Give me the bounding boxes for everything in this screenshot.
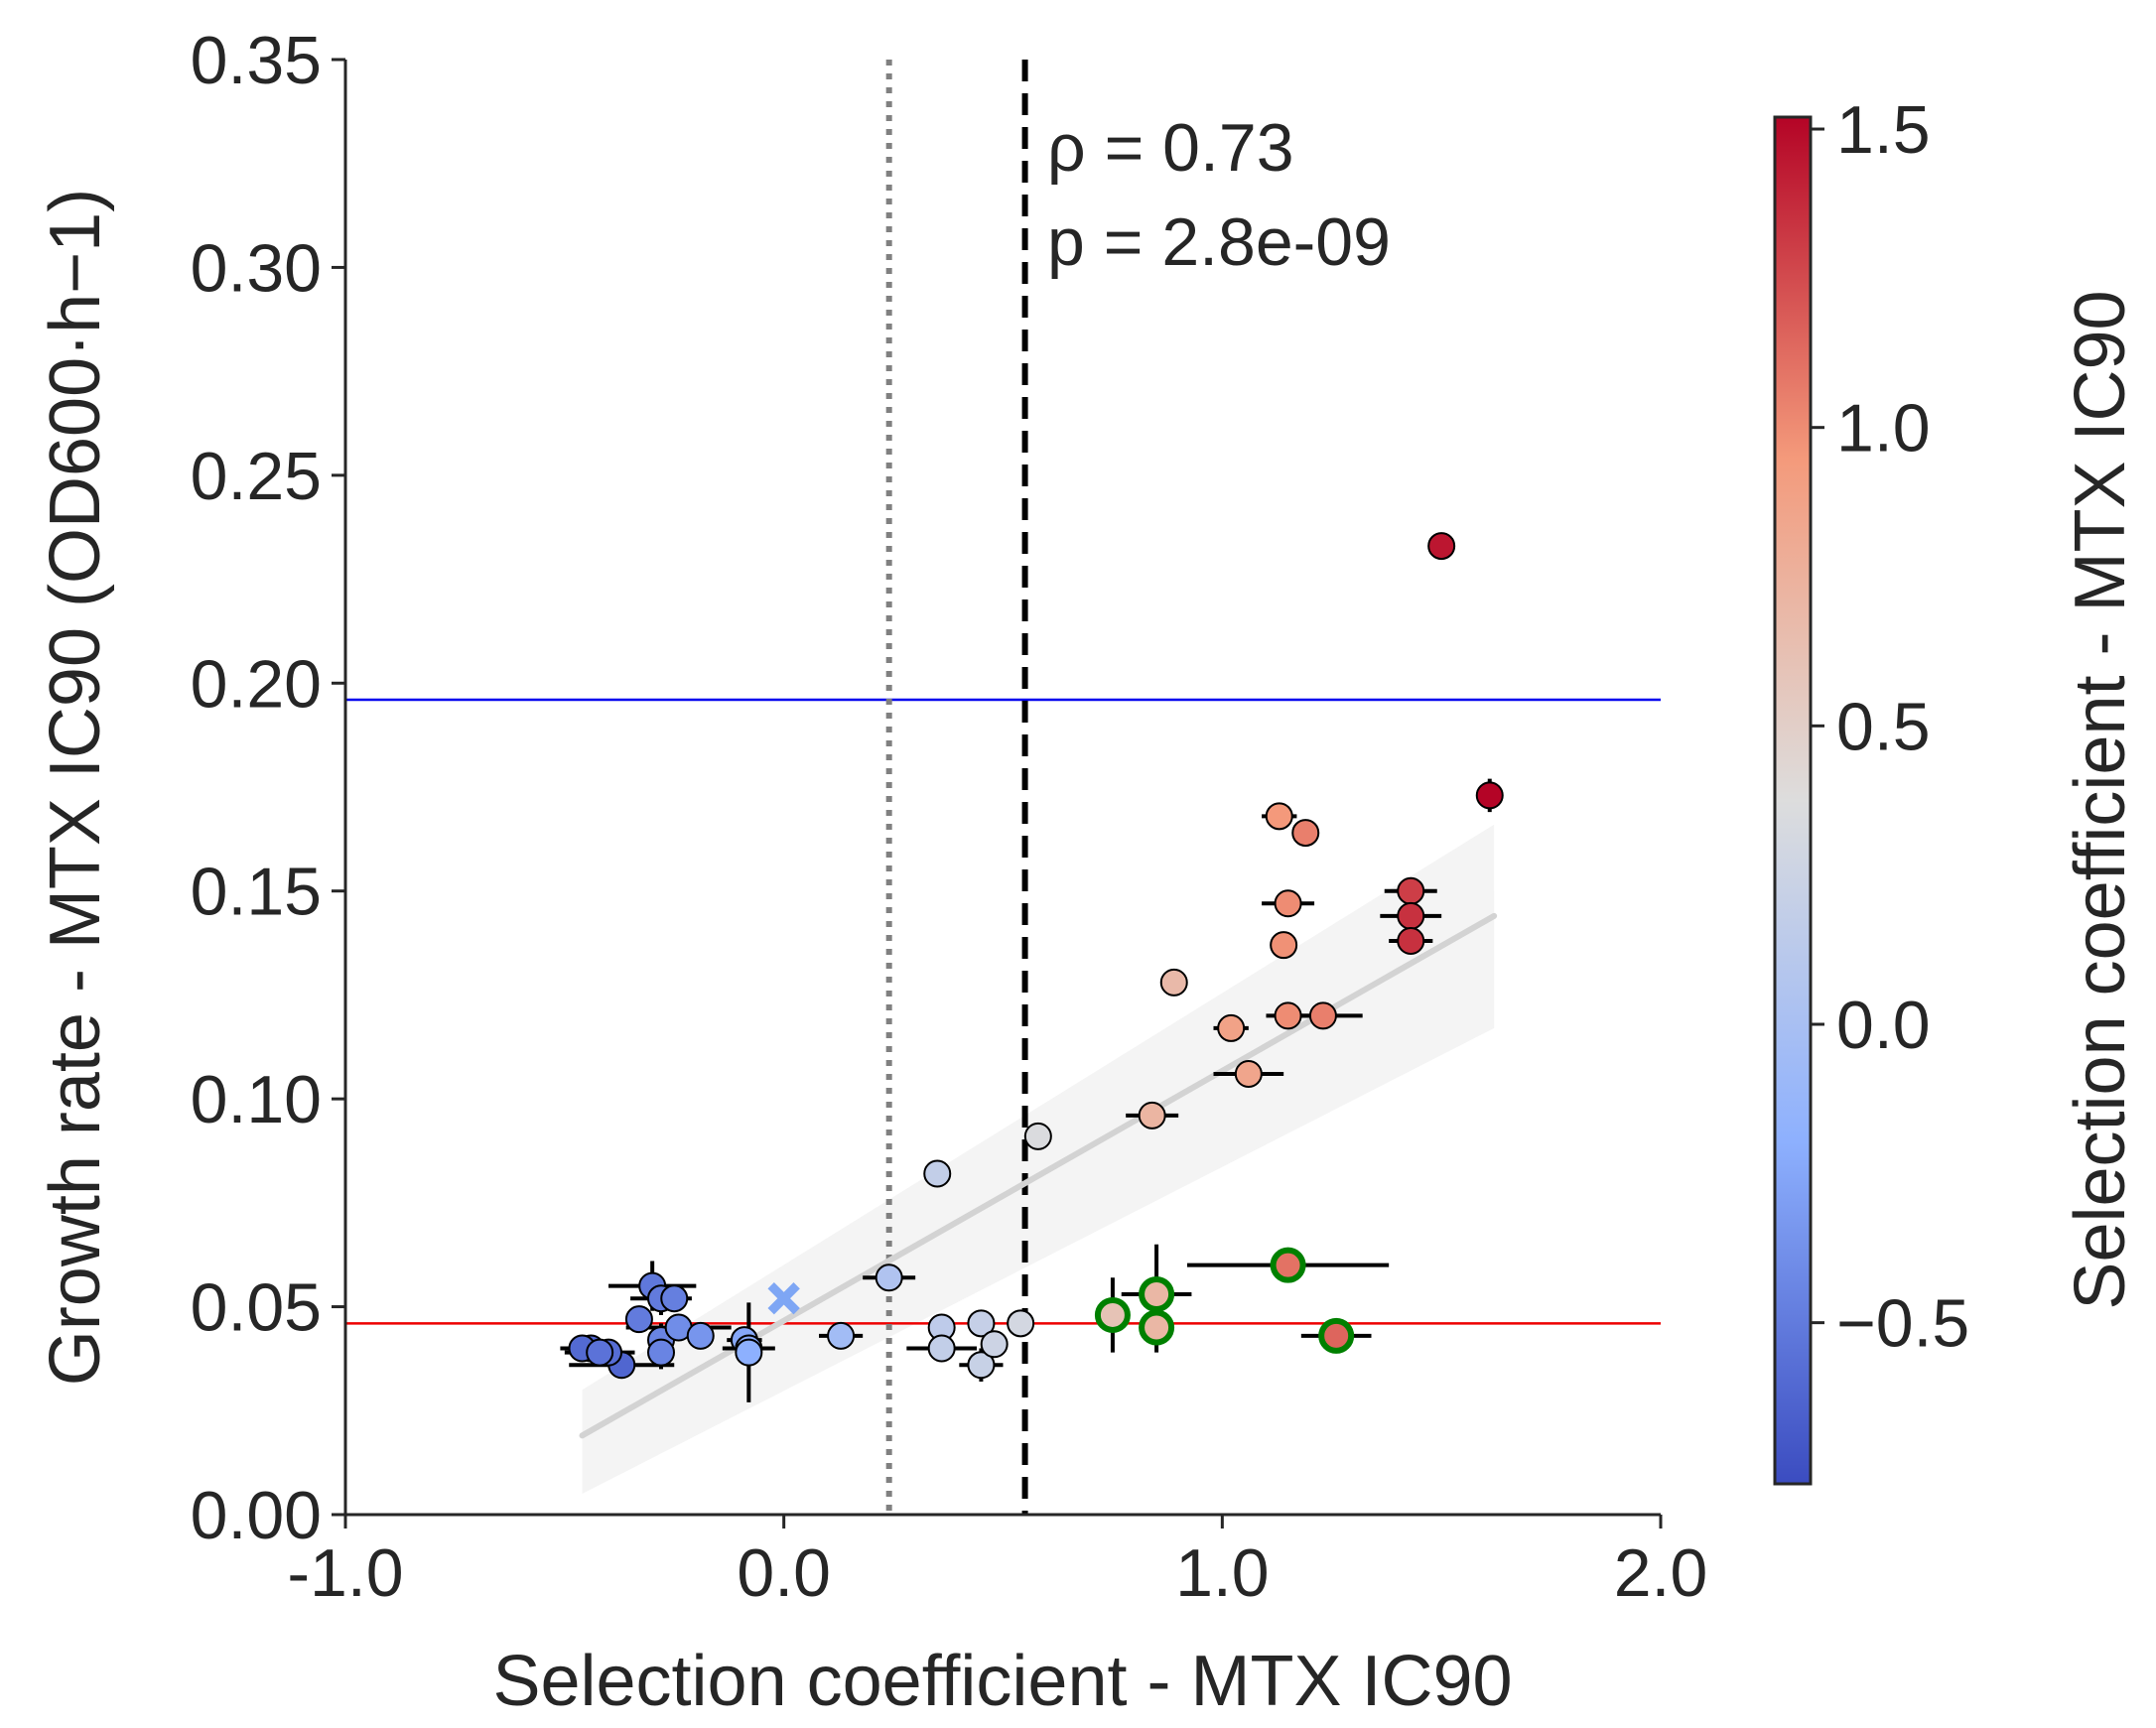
data-point — [660, 1284, 689, 1313]
data-points — [568, 532, 1504, 1380]
highlighted-data-point — [1094, 1296, 1131, 1333]
data-point — [980, 1330, 1009, 1359]
x-marker-stroke — [767, 1282, 800, 1315]
highlighted-data-point — [1318, 1317, 1355, 1354]
confidence-band — [582, 824, 1495, 1495]
reference-lines — [345, 60, 1661, 1515]
data-point — [927, 1334, 956, 1363]
data-point — [1427, 532, 1456, 561]
x-axis-ticks: -1.0 0.0 1.0 2.0 — [287, 1515, 1707, 1611]
data-point — [686, 1321, 715, 1350]
colorbar-label: Selection coefficient - MTX IC90 — [2061, 290, 2140, 1309]
data-point — [1291, 819, 1320, 848]
y-axis-ticks: 0.00 0.05 0.10 0.15 0.20 0.25 0.30 0.35 — [191, 23, 345, 1553]
data-point — [967, 1351, 996, 1380]
colorbar-tick-label: 0.0 — [1836, 988, 1931, 1063]
data-point — [1274, 889, 1302, 918]
highlighted-data-point — [1139, 1309, 1175, 1346]
data-point — [586, 1338, 614, 1367]
colorbar-tick-label: 1.5 — [1836, 92, 1931, 168]
data-point — [624, 1305, 653, 1334]
data-point — [1138, 1101, 1166, 1130]
data-point — [923, 1159, 952, 1188]
y-tick-label: 0.05 — [191, 1270, 322, 1346]
x-axis-label: Selection coefficient - MTX IC90 — [492, 1642, 1512, 1721]
data-point — [1397, 901, 1425, 930]
data-point — [1274, 1001, 1302, 1030]
data-point — [735, 1338, 763, 1367]
y-tick-label: 0.15 — [191, 855, 322, 930]
data-point — [1159, 968, 1188, 997]
data-point — [1007, 1309, 1035, 1338]
highlighted-data-point — [1139, 1276, 1175, 1313]
data-point — [875, 1263, 903, 1292]
colorbar-ticks: −0.5 0.0 0.5 1.0 1.5 — [1811, 92, 1969, 1362]
p-value-annotation: p = 2.8e-09 — [1047, 204, 1391, 280]
colorbar-tick-label: 1.0 — [1836, 391, 1931, 466]
y-tick-label: 0.35 — [191, 23, 322, 98]
data-point — [1023, 1122, 1052, 1150]
colorbar-tick-label: −0.5 — [1836, 1286, 1969, 1362]
x-tick-label: 2.0 — [1614, 1535, 1708, 1611]
data-point — [827, 1321, 856, 1350]
rho-annotation: ρ = 0.73 — [1047, 110, 1294, 186]
y-tick-label: 0.30 — [191, 230, 322, 306]
data-point — [1397, 876, 1425, 905]
y-tick-label: 0.00 — [191, 1478, 322, 1553]
regression-confidence-band — [582, 824, 1495, 1495]
data-point — [647, 1338, 675, 1367]
y-tick-label: 0.10 — [191, 1062, 322, 1137]
x-tick-label: -1.0 — [287, 1535, 403, 1611]
regression-line — [579, 912, 1498, 1439]
highlighted-data-point — [1270, 1247, 1306, 1283]
x-tick-label: 1.0 — [1175, 1535, 1270, 1611]
y-axis-label: Growth rate - MTX IC90 (OD600·h−1) — [36, 189, 115, 1386]
data-point — [1270, 931, 1298, 960]
colorbar — [1773, 115, 1813, 1486]
reference-x-marker — [767, 1282, 800, 1315]
y-tick-label: 0.25 — [191, 439, 322, 514]
x-tick-label: 0.0 — [737, 1535, 831, 1611]
data-point — [1308, 1001, 1337, 1030]
data-point — [1217, 1013, 1246, 1042]
data-point — [1234, 1060, 1263, 1089]
data-point — [1265, 802, 1293, 831]
data-point — [967, 1309, 996, 1338]
colorbar-tick-label: 0.5 — [1836, 689, 1931, 764]
fit-line — [579, 912, 1498, 1439]
y-tick-label: 0.20 — [191, 646, 322, 722]
data-point — [1475, 781, 1504, 810]
data-point — [1397, 926, 1425, 955]
